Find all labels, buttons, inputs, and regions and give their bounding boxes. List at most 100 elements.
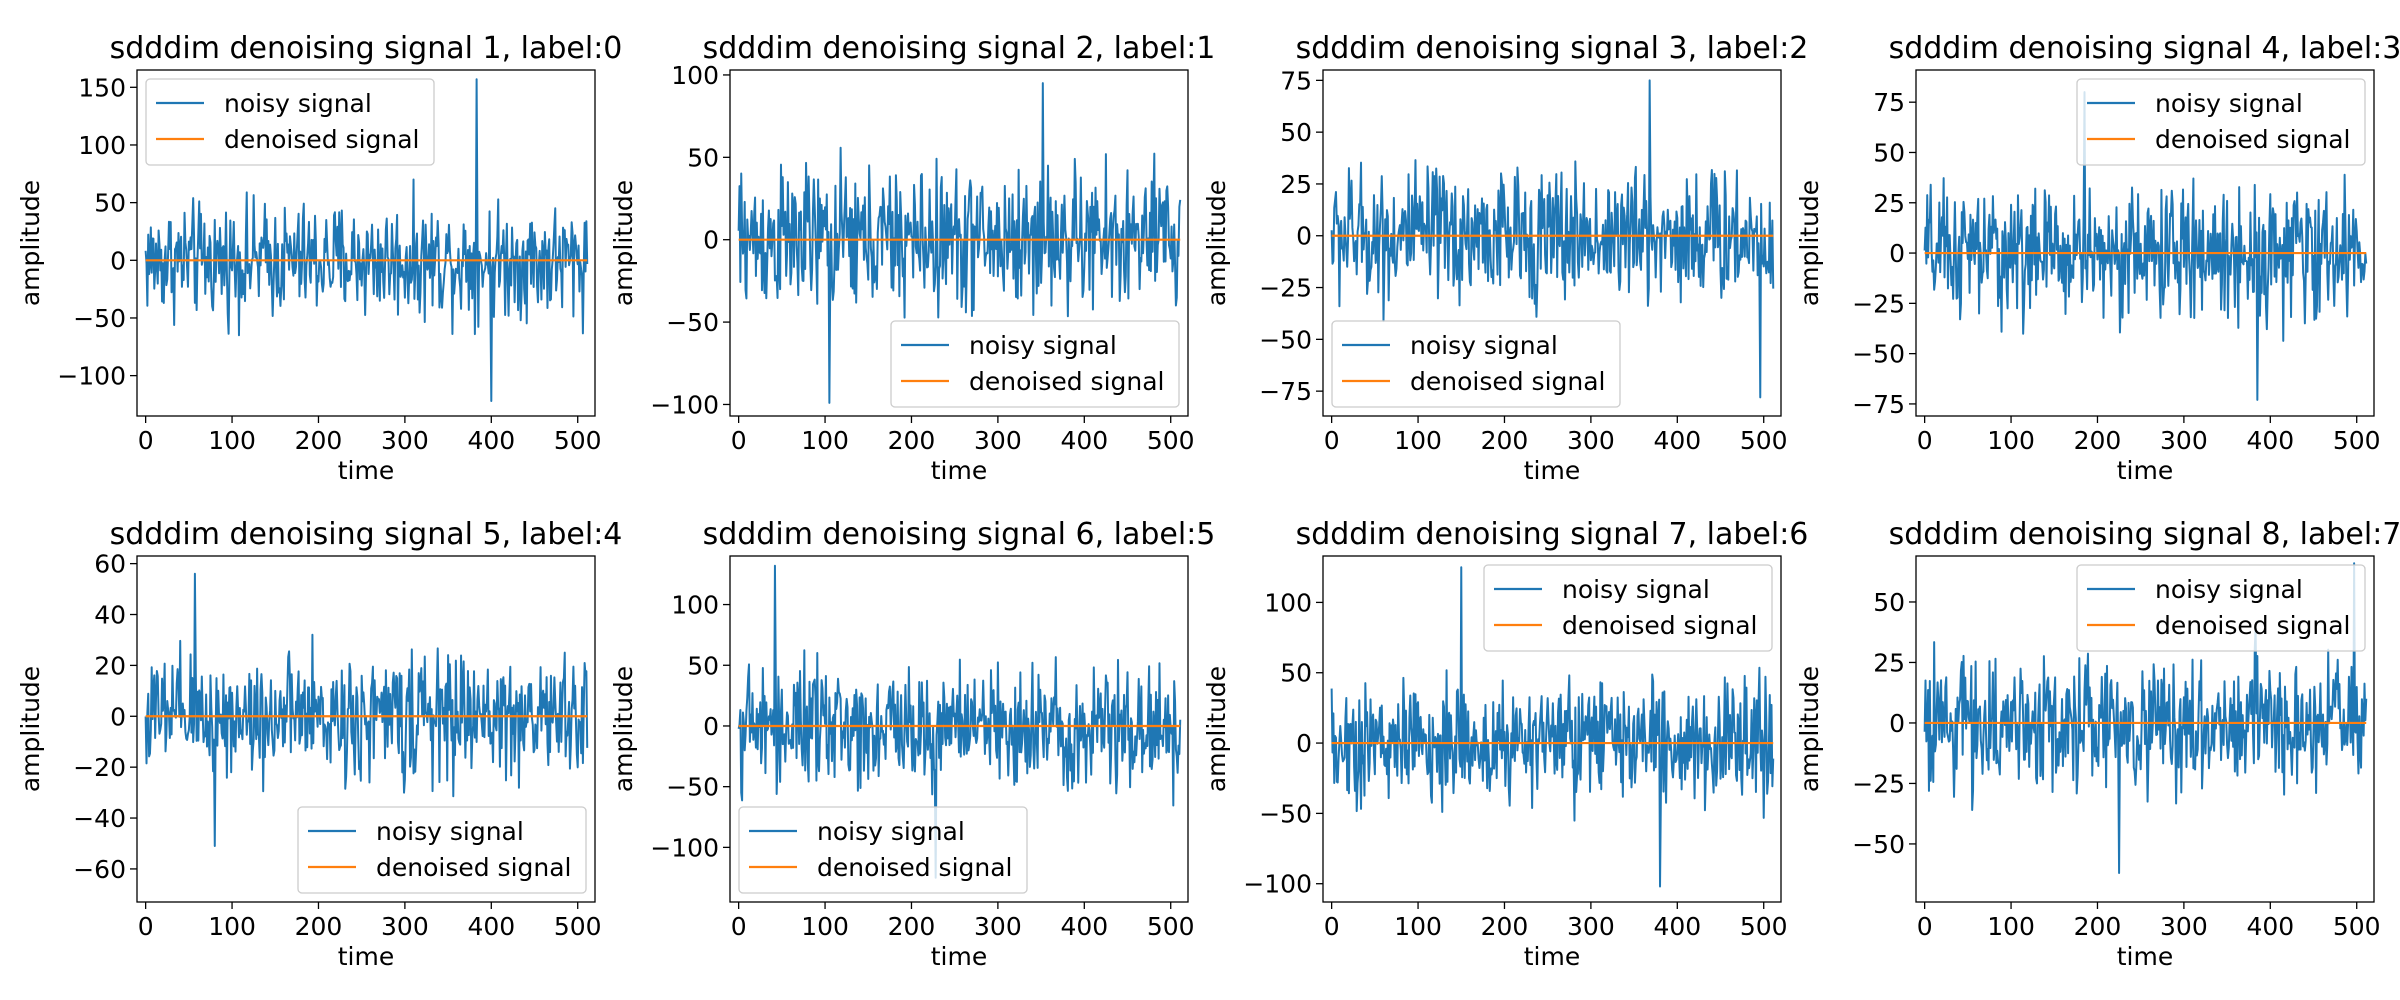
chart-panel-3: sdddim denoising signal 3, label:2 0 100 20… xyxy=(1202,31,1808,485)
x-tick-label: 300 xyxy=(1567,912,1615,941)
chart-title: sdddim denoising signal 7, label:6 xyxy=(1296,517,1809,552)
legend: noisy signal denoised signal xyxy=(1331,320,1621,408)
chart-panel-7: sdddim denoising signal 7, label:6 0 100 20… xyxy=(1202,517,1808,971)
y-tick-label: −20 xyxy=(73,753,126,782)
chart-title: sdddim denoising signal 5, label:4 xyxy=(110,517,623,552)
legend: noisy signal denoised signal xyxy=(890,320,1180,408)
x-tick-label: 500 xyxy=(1740,426,1788,455)
y-tick-label: 50 xyxy=(1873,588,1905,617)
y-tick-label: 100 xyxy=(671,61,719,90)
legend: noisy signal denoised signal xyxy=(738,806,1028,894)
x-tick-label: 200 xyxy=(1481,426,1529,455)
plot-frame xyxy=(1915,555,2375,903)
plot-frame xyxy=(1915,69,2375,417)
legend-box xyxy=(2076,564,2366,652)
legend-noisy-label: noisy signal xyxy=(817,817,965,846)
x-tick-label: 400 xyxy=(2246,912,2294,941)
y-tick-label: 0 xyxy=(703,712,719,741)
legend-denoised-label: denoised signal xyxy=(2155,611,2351,640)
y-tick-label: −50 xyxy=(73,304,126,333)
y-tick-label: 0 xyxy=(1889,709,1905,738)
chart-title: sdddim denoising signal 2, label:1 xyxy=(703,31,1216,66)
legend: noisy signal denoised signal xyxy=(145,78,435,166)
y-tick-label: 75 xyxy=(1873,88,1905,117)
chart-title: sdddim denoising signal 1, label:0 xyxy=(110,31,623,66)
x-tick-label: 100 xyxy=(1394,426,1442,455)
x-axis-label: time xyxy=(1524,942,1580,971)
x-tick-label: 500 xyxy=(1740,912,1788,941)
y-tick-label: 75 xyxy=(1280,66,1312,95)
plot-frame xyxy=(136,69,596,417)
y-tick-label: −100 xyxy=(650,833,719,862)
y-tick-label: 40 xyxy=(94,601,126,630)
legend-box xyxy=(890,320,1180,408)
x-tick-label: 200 xyxy=(2074,912,2122,941)
chart-title: sdddim denoising signal 4, label:3 xyxy=(1889,31,2400,66)
x-tick-label: 0 xyxy=(138,426,154,455)
y-tick-label: 0 xyxy=(110,246,126,275)
x-tick-label: 200 xyxy=(295,426,343,455)
legend-box xyxy=(738,806,1028,894)
y-axis-label: amplitude xyxy=(609,666,638,792)
x-tick-label: 300 xyxy=(1567,426,1615,455)
x-axis-label: time xyxy=(1524,456,1580,485)
legend: noisy signal denoised signal xyxy=(2076,78,2366,166)
legend-noisy-label: noisy signal xyxy=(376,817,524,846)
x-axis-label: time xyxy=(2117,942,2173,971)
chart-panel-8: sdddim denoising signal 8, label:7 0 100 20… xyxy=(1795,517,2400,971)
legend-denoised-label: denoised signal xyxy=(376,853,572,882)
plot-frame xyxy=(1322,555,1782,903)
y-tick-label: 25 xyxy=(1873,189,1905,218)
x-tick-label: 400 xyxy=(467,426,515,455)
legend-denoised-label: denoised signal xyxy=(2155,125,2351,154)
y-tick-label: −40 xyxy=(73,804,126,833)
y-tick-label: −25 xyxy=(1852,769,1905,798)
x-tick-label: 0 xyxy=(1324,912,1340,941)
chart-panel-4: sdddim denoising signal 4, label:3 0 100 20… xyxy=(1795,31,2400,485)
x-tick-label: 0 xyxy=(731,912,747,941)
y-tick-label: 50 xyxy=(687,651,719,680)
legend-denoised-label: denoised signal xyxy=(817,853,1013,882)
y-tick-label: 150 xyxy=(78,73,126,102)
x-tick-label: 500 xyxy=(554,912,602,941)
plot-frame xyxy=(136,555,596,903)
x-tick-label: 0 xyxy=(1917,426,1933,455)
x-tick-label: 300 xyxy=(974,426,1022,455)
x-tick-label: 300 xyxy=(2160,426,2208,455)
noisy-signal-line xyxy=(1923,562,2368,874)
y-tick-label: −100 xyxy=(57,362,126,391)
x-tick-label: 300 xyxy=(381,426,429,455)
legend-noisy-label: noisy signal xyxy=(224,89,372,118)
x-tick-label: 400 xyxy=(1653,426,1701,455)
x-tick-label: 100 xyxy=(208,426,256,455)
legend-denoised-label: denoised signal xyxy=(224,125,420,154)
y-tick-label: 0 xyxy=(1296,729,1312,758)
chart-panel-2: sdddim denoising signal 2, label:1 0 100 20… xyxy=(609,31,1215,485)
y-tick-label: 0 xyxy=(110,702,126,731)
noisy-signal-line xyxy=(144,572,589,848)
chart-panel-5: sdddim denoising signal 5, label:4 0 100 20… xyxy=(16,517,622,971)
y-tick-label: −60 xyxy=(73,855,126,884)
legend-denoised-label: denoised signal xyxy=(1410,367,1606,396)
y-tick-label: 25 xyxy=(1280,170,1312,199)
legend: noisy signal denoised signal xyxy=(1483,564,1773,652)
y-tick-label: −100 xyxy=(650,390,719,419)
legend: noisy signal denoised signal xyxy=(297,806,587,894)
y-tick-label: −50 xyxy=(1259,325,1312,354)
y-tick-label: 0 xyxy=(1296,222,1312,251)
y-tick-label: 100 xyxy=(1264,588,1312,617)
y-axis-label: amplitude xyxy=(16,180,45,306)
x-tick-label: 400 xyxy=(1060,912,1108,941)
y-tick-label: −50 xyxy=(666,308,719,337)
y-tick-label: −50 xyxy=(1852,830,1905,859)
y-tick-label: 50 xyxy=(1280,659,1312,688)
y-tick-label: 0 xyxy=(1889,239,1905,268)
y-tick-label: −50 xyxy=(1259,799,1312,828)
y-tick-label: 50 xyxy=(1873,138,1905,167)
noisy-signal-line xyxy=(737,82,1182,404)
x-tick-label: 0 xyxy=(138,912,154,941)
noisy-signal-line xyxy=(144,78,589,403)
y-tick-label: 50 xyxy=(687,143,719,172)
y-tick-label: 100 xyxy=(78,131,126,160)
